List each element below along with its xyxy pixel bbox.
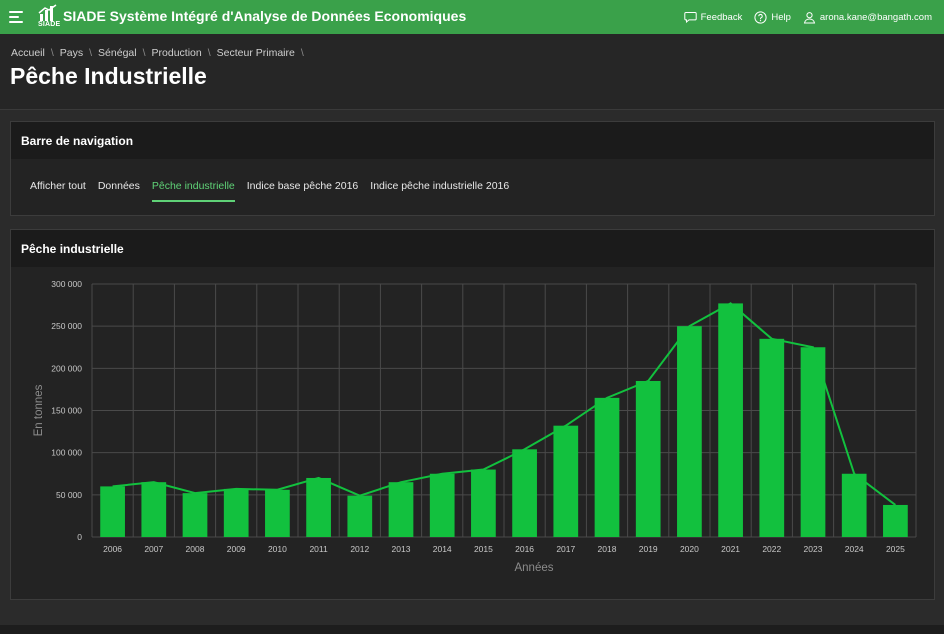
bar	[883, 504, 908, 537]
x-tick-label: 2013	[392, 544, 411, 554]
logo-text: SIADE	[38, 21, 61, 28]
y-tick-label: 300 000	[51, 279, 82, 289]
bar	[223, 488, 249, 537]
y-tick-label: 0	[77, 532, 82, 542]
bar	[388, 482, 414, 537]
breadcrumb: Accueil \ Pays \ Sénégal \ Production \ …	[11, 47, 310, 59]
chart-panel: Pêche industrielle 0 50 000 100 000 150 000…	[10, 229, 935, 600]
navigation-panel: Barre de navigation Afficher tout Donnée…	[10, 121, 935, 216]
bar	[800, 347, 826, 537]
x-tick-label: 2024	[845, 544, 864, 554]
feedback-button[interactable]: Feedback	[683, 11, 743, 23]
user-email: arona.kane@bangath.com	[819, 11, 932, 23]
x-tick-label: 2017	[556, 544, 575, 554]
page-title: Pêche Industrielle	[10, 63, 207, 89]
page-header: Accueil \ Pays \ Sénégal \ Production \ …	[0, 34, 944, 110]
footer-strip	[0, 625, 944, 634]
user-icon	[803, 11, 815, 23]
x-tick-label: 2015	[474, 544, 493, 554]
x-tick-label: 2021	[721, 544, 740, 554]
y-tick-label: 150 000	[51, 406, 82, 416]
tab-peche-industrielle[interactable]: Pêche industrielle	[151, 180, 235, 202]
bar	[759, 338, 785, 537]
x-tick-label: 2008	[186, 544, 205, 554]
help-button[interactable]: Help	[754, 10, 791, 24]
tab-indice-base-peche-2016[interactable]: Indice base pêche 2016	[246, 180, 359, 192]
x-tick-label: 2020	[680, 544, 699, 554]
x-tick-label: 2007	[144, 544, 163, 554]
x-tick-label: 2011	[309, 544, 328, 554]
breadcrumb-separator: \	[207, 47, 211, 59]
bar	[306, 477, 331, 537]
bar	[841, 473, 867, 537]
x-tick-label: 2025	[886, 544, 905, 554]
bar	[347, 495, 373, 537]
x-tick-label: 2010	[268, 544, 287, 554]
x-tick-label: 2016	[515, 544, 534, 554]
breadcrumb-item-accueil[interactable]: Accueil	[11, 47, 45, 59]
breadcrumb-separator: \	[300, 47, 304, 59]
x-axis-title: Années	[514, 562, 553, 574]
tab-indice-peche-industrielle-2016[interactable]: Indice pêche industrielle 2016	[370, 180, 510, 192]
bar-chart: 0 50 000 100 000 150 000 200 000 250 000 300 0…	[33, 279, 917, 574]
series-line	[112, 302, 897, 506]
bar	[471, 469, 496, 537]
tab-afficher-tout[interactable]: Afficher tout	[30, 180, 86, 192]
user-menu[interactable]: arona.kane@bangath.com	[803, 11, 932, 24]
chart-panel-title: Pêche industrielle	[11, 230, 934, 267]
bar	[512, 449, 537, 537]
x-tick-label: 2009	[227, 544, 246, 554]
app-title[interactable]: SIADE Système Intégré d'Analyse de Donné…	[63, 8, 467, 24]
breadcrumb-separator: \	[142, 47, 146, 59]
x-tick-label: 2006	[103, 544, 122, 554]
breadcrumb-separator: \	[89, 47, 93, 59]
hamburger-icon[interactable]	[9, 11, 23, 23]
breadcrumb-item-senegal[interactable]: Sénégal	[98, 47, 137, 59]
x-tick-label: 2022	[762, 544, 781, 554]
breadcrumb-separator: \	[50, 47, 54, 59]
bar	[553, 425, 579, 537]
bar	[141, 482, 167, 537]
navigation-panel-title: Barre de navigation	[11, 122, 934, 159]
bar	[718, 303, 743, 537]
tab-donnees[interactable]: Données	[97, 180, 140, 192]
bar	[100, 486, 125, 537]
breadcrumb-item-secteur-primaire[interactable]: Secteur Primaire	[216, 47, 295, 59]
bar	[635, 380, 661, 537]
top-app-bar: SIADE SIADE Système Intégré d'Analyse de…	[0, 0, 944, 34]
bar	[265, 489, 290, 537]
bar	[594, 397, 620, 537]
bar	[429, 473, 455, 537]
help-label: Help	[771, 11, 791, 23]
x-tick-label: 2023	[804, 544, 823, 554]
breadcrumb-item-pays[interactable]: Pays	[59, 47, 84, 59]
y-tick-label: 250 000	[51, 321, 82, 331]
breadcrumb-item-production[interactable]: Production	[151, 47, 202, 59]
x-tick-label: 2019	[639, 544, 658, 554]
bar	[182, 493, 208, 537]
feedback-label: Feedback	[700, 11, 743, 23]
x-tick-label: 2014	[433, 544, 452, 554]
tab-bar: Afficher tout Données Pêche industrielle…	[30, 180, 521, 202]
question-circle-icon	[754, 10, 767, 24]
logo-icon	[38, 4, 57, 21]
chat-icon	[683, 12, 697, 23]
x-tick-label: 2018	[598, 544, 617, 554]
y-tick-label: 50 000	[56, 490, 82, 500]
x-tick-label: 2012	[350, 544, 369, 554]
y-tick-label: 100 000	[51, 448, 82, 458]
bar	[677, 326, 702, 537]
y-tick-label: 200 000	[51, 363, 82, 373]
y-axis-title: En tonnes	[33, 384, 45, 436]
